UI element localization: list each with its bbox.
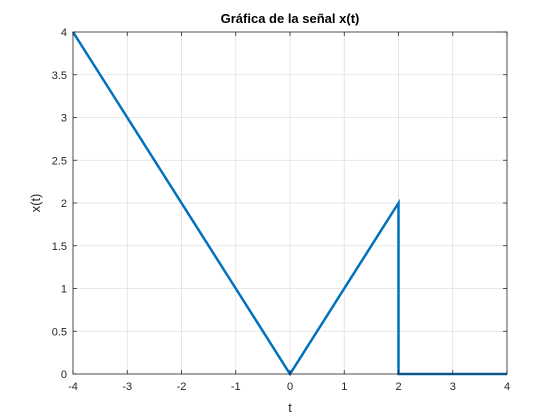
x-tick-label: -1	[231, 381, 241, 393]
x-tick-label: 4	[504, 381, 510, 393]
y-axis-label: x(t)	[28, 194, 43, 213]
y-tick-label: 0.5	[52, 326, 67, 338]
y-tick-label: 1.5	[52, 241, 67, 253]
y-tick-label: 0	[61, 369, 67, 381]
y-tick-label: 3.5	[52, 70, 67, 82]
y-tick-labels: 0 0.5 1 1.5 2 2.5 3 3.5 4	[52, 27, 67, 381]
x-tick-label: -2	[177, 381, 187, 393]
chart-title: Gráfica de la señal x(t)	[221, 11, 360, 26]
x-tick-label: 0	[287, 381, 293, 393]
x-tick-labels: -4 -3 -2 -1 0 1 2 3 4	[68, 381, 510, 393]
x-tick-label: 3	[450, 381, 456, 393]
y-tick-label: 4	[61, 27, 67, 39]
x-tick-label: -3	[122, 381, 132, 393]
y-tick-label: 2	[61, 198, 67, 210]
y-tick-label: 3	[61, 113, 67, 125]
x-tick-label: 2	[395, 381, 401, 393]
x-tick-label: 1	[341, 381, 347, 393]
y-tick-label: 1	[61, 284, 67, 296]
tick-marks	[72, 31, 508, 375]
x-axis-label: t	[288, 400, 292, 415]
y-tick-label: 2.5	[52, 155, 67, 167]
x-tick-label: -4	[68, 381, 78, 393]
